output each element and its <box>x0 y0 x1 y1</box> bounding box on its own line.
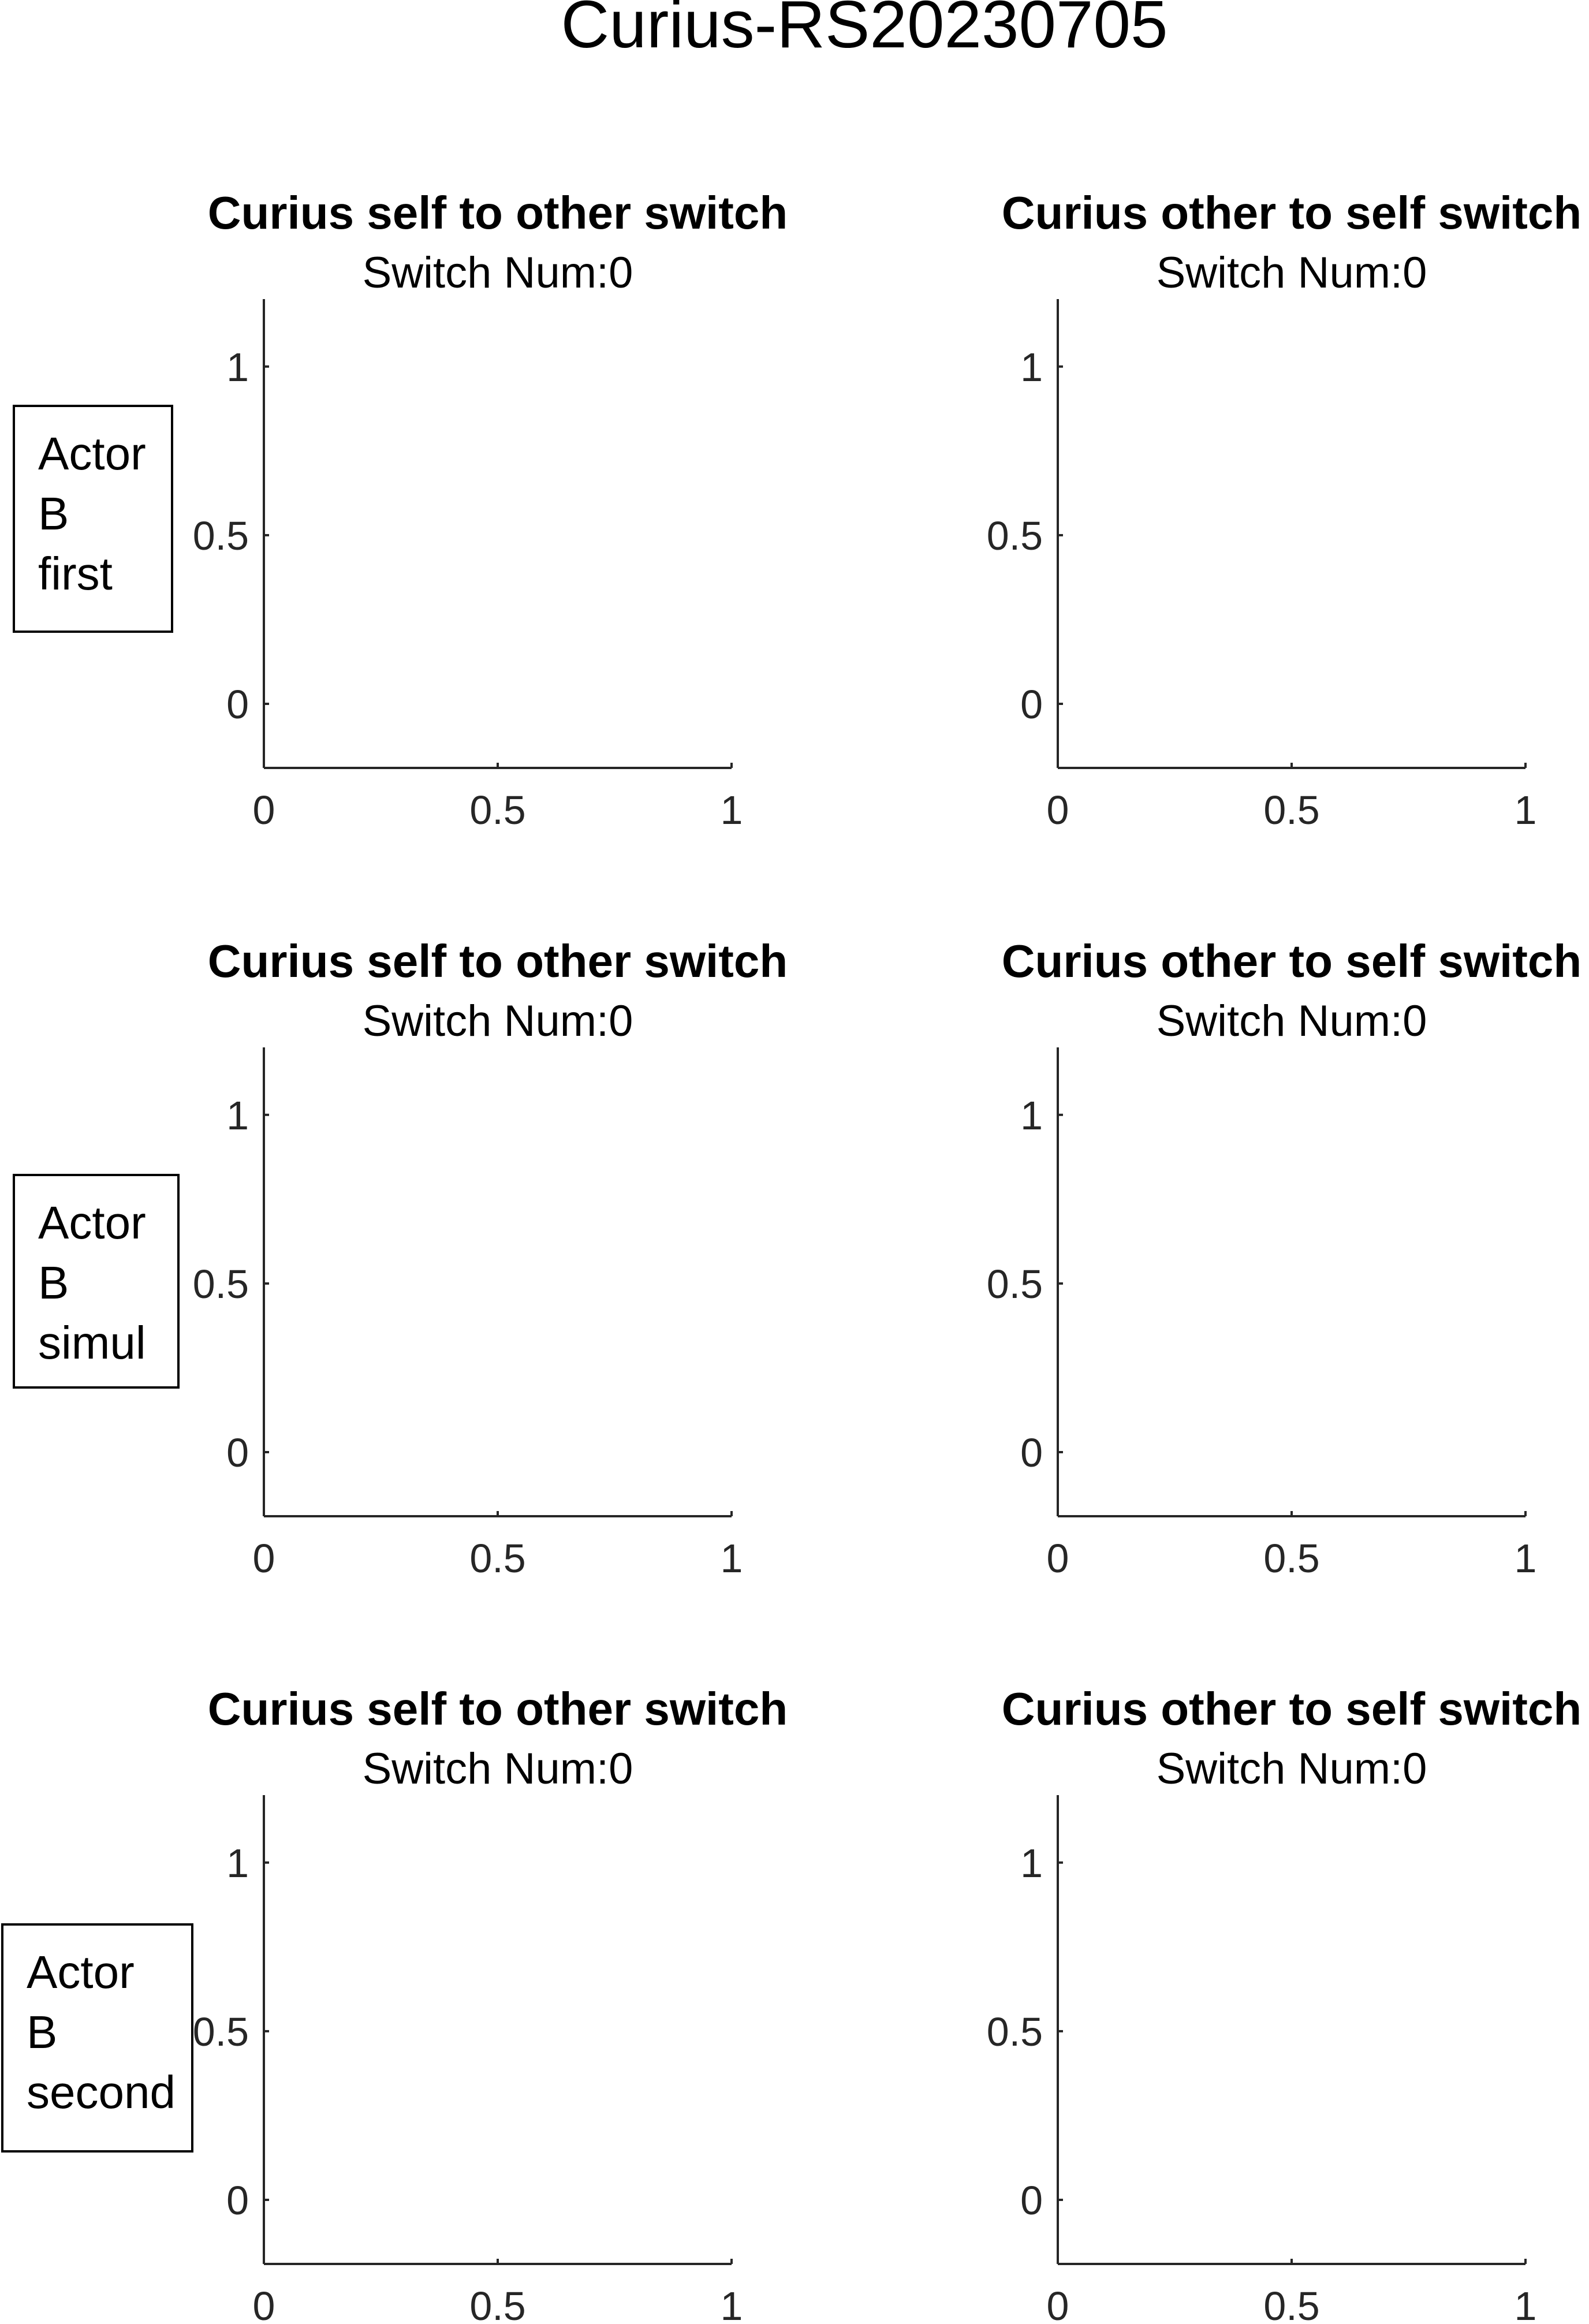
row-label-line: simul <box>38 1317 146 1368</box>
row-label-line: first <box>38 548 113 599</box>
x-tick-label: 0 <box>253 2284 275 2324</box>
subplot: Curius other to self switch Switch Num:0 0… <box>987 935 1582 1581</box>
y-tick-label: 1 <box>226 1093 249 1138</box>
subplot-subtitle: Switch Num:0 <box>1157 997 1427 1046</box>
x-tick-label: 0 <box>1047 788 1069 833</box>
y-tick-label: 0 <box>1020 2178 1043 2223</box>
y-tick-label: 1 <box>1020 1093 1043 1138</box>
subplot-subtitle: Switch Num:0 <box>363 997 633 1046</box>
subplot: Curius other to self switch Switch Num:0 0… <box>987 1683 1582 2324</box>
x-tick-label: 0 <box>1047 1536 1069 1581</box>
x-tick-label: 0 <box>1047 2284 1069 2324</box>
row-label-line: Actor <box>38 428 146 479</box>
x-tick-label: 0.5 <box>469 1536 525 1581</box>
subplot-subtitle: Switch Num:0 <box>1157 1744 1427 1793</box>
subplot-title: Curius other to self switch <box>1002 1683 1582 1734</box>
y-tick-label: 0 <box>226 1430 249 1475</box>
subplot-title: Curius self to other switch <box>208 187 788 238</box>
x-tick-label: 1 <box>721 788 743 833</box>
subplot: Curius self to other switch Switch Num:0 0… <box>193 1683 788 2324</box>
subplot-subtitle: Switch Num:0 <box>1157 248 1427 297</box>
subplot-title: Curius other to self switch <box>1002 935 1582 987</box>
row-label-frame <box>1 1923 193 2153</box>
row-label-line: Actor <box>38 1197 146 1248</box>
x-tick-label: 1 <box>1515 2284 1537 2324</box>
y-tick-label: 0.5 <box>193 513 249 558</box>
y-tick-label: 0.5 <box>987 2009 1043 2054</box>
x-tick-label: 1 <box>1515 788 1537 833</box>
subplot-subtitle: Switch Num:0 <box>363 248 633 297</box>
subplot-panels: Curius self to other switch Switch Num:0 0… <box>193 187 1582 2324</box>
subplot-title: Curius self to other switch <box>208 935 788 987</box>
y-tick-label: 1 <box>226 1841 249 1886</box>
subplot-title: Curius other to self switch <box>1002 187 1582 238</box>
y-tick-label: 1 <box>226 345 249 390</box>
subplot-title: Curius self to other switch <box>208 1683 788 1734</box>
row-label-line: B <box>38 488 69 539</box>
x-tick-label: 1 <box>721 2284 743 2324</box>
row-label-line: Actor <box>27 1946 135 1998</box>
x-tick-label: 0.5 <box>1263 788 1319 833</box>
row-label-line: B <box>27 2006 57 2058</box>
y-tick-label: 0 <box>226 682 249 727</box>
x-tick-label: 1 <box>1515 1536 1537 1581</box>
y-tick-label: 0 <box>226 2178 249 2223</box>
y-tick-label: 0.5 <box>987 1262 1043 1307</box>
x-tick-label: 0 <box>253 1536 275 1581</box>
row-label-frame <box>13 405 173 633</box>
x-tick-label: 0.5 <box>1263 2284 1319 2324</box>
figure-title: Curius-RS20230705 <box>561 0 1167 62</box>
x-tick-label: 0 <box>253 788 275 833</box>
row-label-frame <box>13 1174 180 1389</box>
x-tick-label: 0.5 <box>469 788 525 833</box>
y-tick-label: 0.5 <box>193 2009 249 2054</box>
subplot: Curius other to self switch Switch Num:0 0… <box>987 187 1582 833</box>
y-tick-label: 0.5 <box>987 513 1043 558</box>
y-tick-label: 1 <box>1020 345 1043 390</box>
x-tick-label: 1 <box>721 1536 743 1581</box>
row-label-line: second <box>27 2066 176 2118</box>
y-tick-label: 0 <box>1020 1430 1043 1475</box>
x-tick-label: 0.5 <box>1263 1536 1319 1581</box>
row-label-line: B <box>38 1257 69 1308</box>
subplot: Curius self to other switch Switch Num:0 0… <box>193 935 788 1581</box>
y-tick-label: 0.5 <box>193 1262 249 1307</box>
y-tick-label: 1 <box>1020 1841 1043 1886</box>
subplot: Curius self to other switch Switch Num:0 0… <box>193 187 788 833</box>
y-tick-label: 0 <box>1020 682 1043 727</box>
subplot-subtitle: Switch Num:0 <box>363 1744 633 1793</box>
x-tick-label: 0.5 <box>469 2284 525 2324</box>
